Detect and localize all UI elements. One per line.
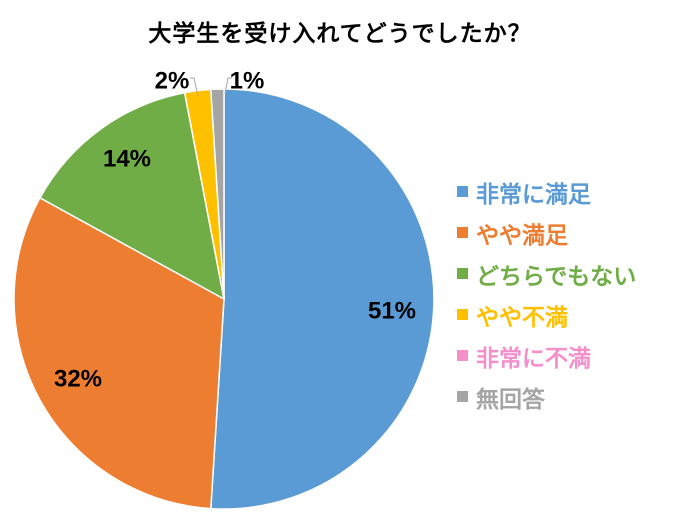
legend-label: やや満足	[476, 222, 568, 249]
legend-label: 非常に不満	[476, 345, 591, 372]
legend-swatch	[457, 309, 468, 320]
chart-title: 大学生を受け入れてどうでしたか？	[148, 21, 532, 47]
legend-label: やや不満	[476, 304, 568, 331]
pie-slice-6	[210, 88, 225, 300]
pie-slice-3	[38, 91, 226, 301]
leader-line-4	[190, 77, 199, 97]
legend-label: どちらでもない	[476, 263, 637, 290]
data-label-4: 2%	[155, 67, 190, 94]
legend-item-4: やや不満	[457, 294, 680, 335]
legend-item-1: 非常に満足	[457, 171, 680, 212]
leader-lines	[190, 77, 232, 97]
legend-item-2: やや満足	[457, 212, 680, 253]
legend-swatch	[457, 350, 468, 361]
legend: 非常に満足やや満足どちらでもない やや不満非常に不満無回答	[457, 171, 680, 417]
data-label-2: 32%	[54, 365, 102, 392]
legend-label: 非常に満足	[476, 181, 591, 208]
legend-item-3: どちらでもない	[457, 253, 680, 294]
pie-slices	[13, 88, 435, 510]
legend-swatch	[457, 227, 468, 238]
legend-swatch	[457, 391, 468, 402]
legend-item-5: 非常に不満	[457, 335, 680, 376]
legend-swatch	[457, 186, 468, 197]
data-label-6: 1%	[230, 67, 265, 94]
leader-line-6	[224, 77, 232, 95]
legend-swatch	[457, 268, 468, 279]
data-label-3: 14%	[103, 145, 151, 172]
data-labels: 51% 32% 14% 2% 1%	[54, 67, 416, 392]
data-label-1: 51%	[368, 297, 416, 324]
legend-item-6: 無回答	[457, 376, 680, 417]
pie-slice-1	[210, 88, 435, 510]
pie-slice-2	[13, 196, 225, 510]
legend-label: 無回答	[476, 386, 545, 413]
